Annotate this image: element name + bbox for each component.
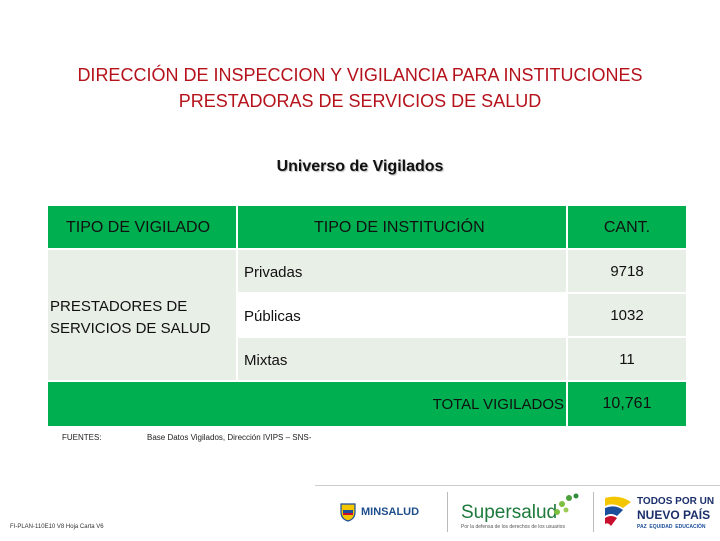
supersalud-dots-icon [551, 490, 581, 520]
divider [447, 492, 448, 532]
header-tipo-institucion-label: TIPO DE INSTITUCIÓN [314, 219, 485, 237]
vigilado-label: PRESTADORES DE SERVICIOS DE SALUD [50, 296, 211, 340]
footer-logos: MINSALUD Supersalud Por la defensa de lo… [315, 485, 720, 541]
vigilado-line-2: SERVICIOS DE SALUD [50, 318, 211, 340]
total-label-cell: TOTAL VIGILADOS [48, 382, 566, 426]
table-row-cant: 1032 [568, 294, 686, 336]
row-privadas-label: Privadas [244, 264, 302, 281]
title-line-2: PRESTADORAS DE SERVICIOS DE SALUD [20, 88, 700, 114]
header-tipo-vigilado-label: TIPO DE VIGILADO [66, 219, 210, 237]
vigilado-line-1: PRESTADORES DE [50, 296, 211, 318]
gov-flag-icon [603, 494, 633, 532]
table-row-cant: 9718 [568, 250, 686, 292]
header-cant-label: CANT. [568, 219, 686, 237]
total-value: 10,761 [568, 395, 686, 413]
sources-text: Base Datos Vigilados, Dirección IVIPS – … [147, 433, 311, 442]
gov-slogan-line-1: TODOS POR UN [637, 496, 714, 507]
table-row-tipo: Públicas [238, 294, 566, 336]
sources-label: FUENTES: [62, 433, 102, 442]
row-publicas-value: 1032 [568, 307, 686, 324]
row-publicas-label: Públicas [244, 308, 301, 325]
subtitle: Universo de Vigilados [0, 158, 720, 176]
minsalud-logo-text: MINSALUD [361, 506, 419, 518]
table-row-tipo: Privadas [238, 250, 566, 292]
table-row-tipo: Mixtas [238, 338, 566, 380]
row-mixtas-value: 11 [568, 351, 686, 368]
header-tipo-institucion: TIPO DE INSTITUCIÓN [238, 206, 566, 248]
title-line-1: DIRECCIÓN DE INSPECCION Y VIGILANCIA PAR… [20, 62, 700, 88]
total-label: TOTAL VIGILADOS [433, 396, 564, 413]
supersalud-logo-text: Supersalud [461, 502, 557, 524]
row-privadas-value: 9718 [568, 263, 686, 280]
vigilado-cell: PRESTADORES DE SERVICIOS DE SALUD [48, 250, 236, 380]
header-tipo-vigilado: TIPO DE VIGILADO [48, 206, 236, 248]
supersalud-tagline: Por la defensa de los derechos de los us… [461, 524, 565, 530]
table-row-cant: 11 [568, 338, 686, 380]
gov-slogan-line-2: NUEVO PAÍS [637, 508, 710, 522]
row-mixtas-label: Mixtas [244, 352, 287, 369]
gov-slogan-line-3: PAZ EQUIDAD EDUCACIÓN [637, 524, 706, 530]
colombia-shield-icon [339, 502, 357, 522]
page-title: DIRECCIÓN DE INSPECCION Y VIGILANCIA PAR… [20, 62, 700, 114]
document-code: FI-PLAN-110E10 V8 Hoja Carta V6 [10, 524, 104, 530]
divider [593, 492, 594, 532]
total-value-cell: 10,761 [568, 382, 686, 426]
header-cant: CANT. [568, 206, 686, 248]
